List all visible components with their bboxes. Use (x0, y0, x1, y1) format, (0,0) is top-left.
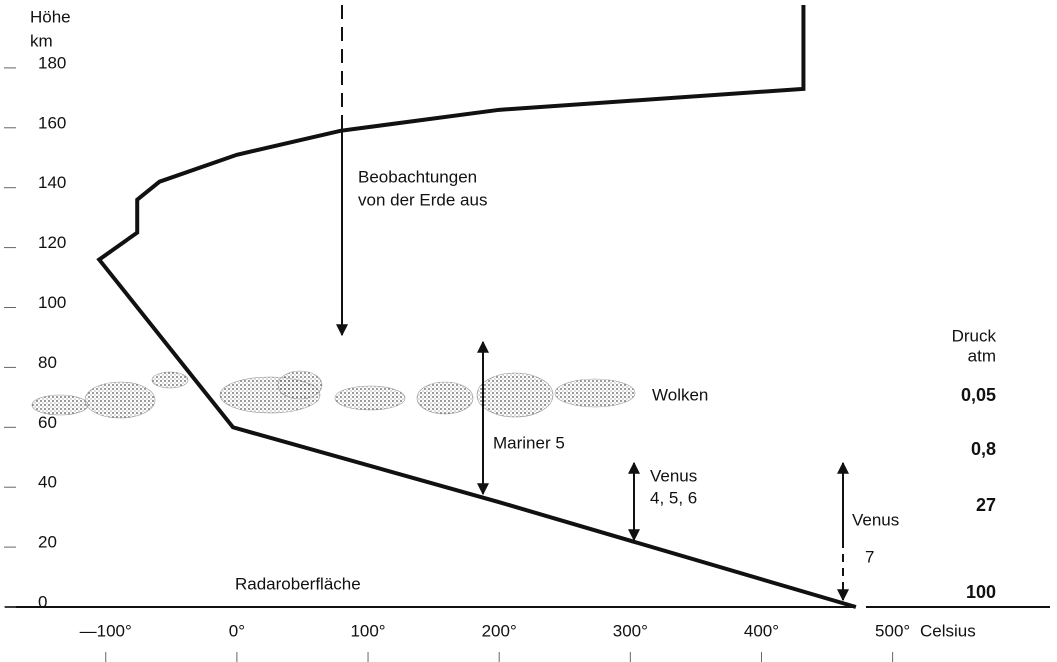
annotation: Radaroberfläche (235, 574, 361, 593)
pressure-title: Druck (952, 326, 997, 345)
y-tick-label: 0 (38, 592, 47, 611)
y-tick-label: 180 (38, 53, 66, 72)
y-tick-label: 80 (38, 353, 57, 372)
x-tick-label: 400° (744, 621, 779, 640)
x-tick-label: 0° (229, 621, 245, 640)
pressure-label: 0,8 (971, 439, 996, 459)
pressure-label: 100 (966, 582, 996, 602)
x-tick-label: 300° (613, 621, 648, 640)
x-axis-label: Celsius (920, 621, 976, 640)
y-tick-label: 40 (38, 473, 57, 492)
pressure-label: 27 (976, 495, 996, 515)
y-tick-label: 140 (38, 173, 66, 192)
annotation: von der Erde aus (358, 190, 487, 209)
clouds (31, 370, 636, 419)
annotation: Wolken (652, 385, 708, 404)
annotation: 7 (865, 547, 874, 566)
y-axis-label: Höhe (30, 7, 71, 26)
y-tick-label: 100 (38, 293, 66, 312)
pressure-label: 0,05 (961, 385, 996, 405)
x-tick-label: —100° (80, 621, 132, 640)
annotation: 4, 5, 6 (650, 488, 697, 507)
y-tick-label: 60 (38, 413, 57, 432)
annotation: Beobachtungen (358, 167, 477, 186)
y-tick-label: 20 (38, 533, 57, 552)
y-axis-label: km (30, 31, 53, 50)
annotation: Venus (650, 466, 697, 485)
annotation: Mariner 5 (493, 433, 565, 452)
annotation: Venus (852, 510, 899, 529)
profile-line (96, 5, 857, 609)
x-tick-label: 100° (350, 621, 385, 640)
y-tick-label: 160 (38, 113, 66, 132)
y-tick-label: 120 (38, 233, 66, 252)
x-tick-label: 200° (482, 621, 517, 640)
x-tick-label: 500° (875, 621, 910, 640)
pressure-title: atm (968, 346, 996, 365)
